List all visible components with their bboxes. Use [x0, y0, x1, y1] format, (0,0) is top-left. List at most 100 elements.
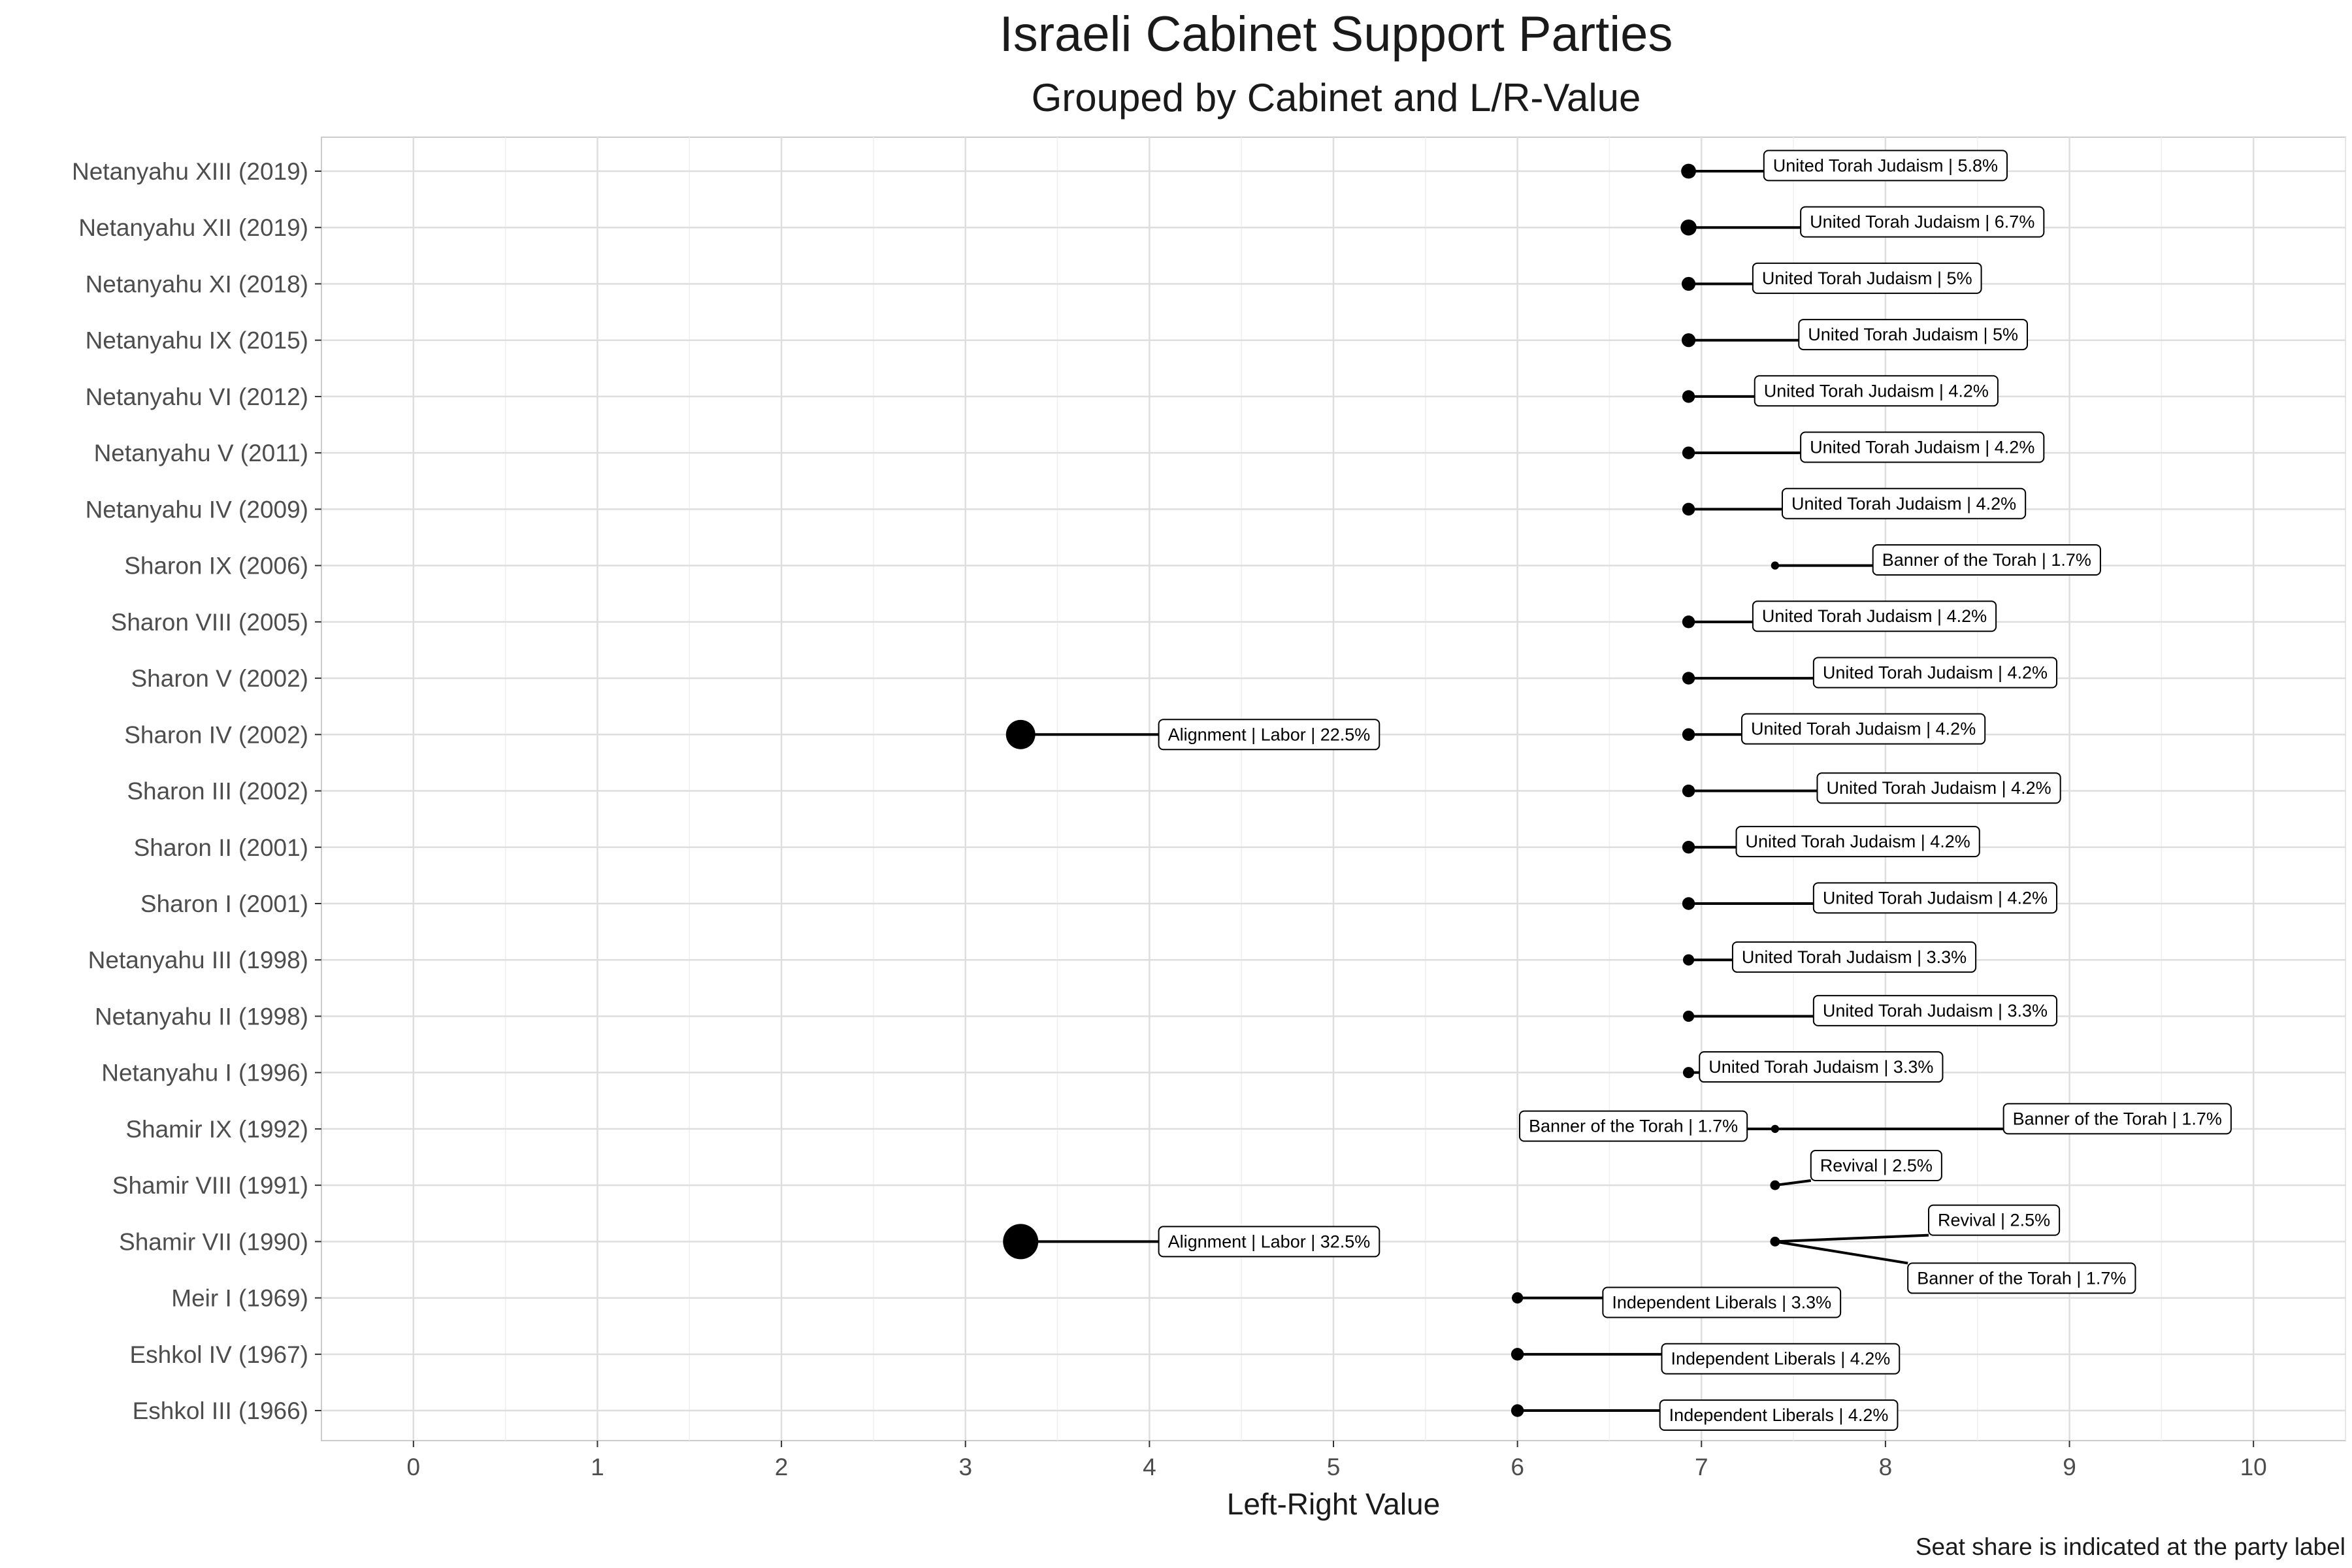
x-tick-label: 8: [1879, 1454, 1893, 1480]
x-tick-label: 0: [407, 1454, 421, 1480]
y-tick-label: Netanyahu V (2011): [94, 440, 308, 466]
point-label-text: United Torah Judaism | 5.8%: [1773, 155, 1998, 175]
label-leader-line: [1774, 1179, 1812, 1187]
data-point: [1682, 502, 1695, 516]
point-label-box: [1810, 1149, 1942, 1181]
point-label-box: [1752, 262, 1982, 294]
label-leaders: [1021, 170, 2004, 1413]
data-point: [1511, 1348, 1524, 1361]
x-tick-label: 3: [958, 1454, 972, 1480]
chart-title: Israeli Cabinet Support Parties: [1000, 7, 1673, 62]
point-label-text: United Torah Judaism | 4.2%: [1810, 438, 2034, 457]
point-label-text: United Torah Judaism | 3.3%: [1742, 947, 1967, 967]
chart-subtitle: Grouped by Cabinet and L/R-Value: [1032, 76, 1641, 120]
x-tick-label: 6: [1511, 1454, 1524, 1480]
point-label-box: [1735, 826, 1980, 858]
point-label-box: [1659, 1399, 1899, 1431]
data-point: [1682, 1010, 1695, 1022]
y-tick-label: Sharon V (2002): [131, 665, 308, 692]
point-label-text: United Torah Judaism | 3.3%: [1708, 1057, 1933, 1077]
data-point: [1681, 333, 1696, 348]
point-label-text: Alignment | Labor | 32.5%: [1168, 1232, 1371, 1251]
point-label-text: Banner of the Torah | 1.7%: [1917, 1268, 2126, 1288]
point-label-text: Banner of the Torah | 1.7%: [1882, 550, 2091, 570]
y-tick-label: Shamir VIII (1991): [112, 1172, 308, 1199]
point-label-text: Independent Liberals | 4.2%: [1671, 1349, 1890, 1369]
y-tick-label: Sharon VIII (2005): [111, 609, 308, 636]
y-tick-label: Netanyahu II (1998): [95, 1003, 308, 1030]
point-label-text: Independent Liberals | 3.3%: [1612, 1292, 1831, 1312]
data-point: [1682, 672, 1695, 685]
point-label-box: [1661, 1343, 1901, 1375]
point-label-text: Banner of the Torah | 1.7%: [1529, 1117, 1738, 1136]
y-tick-label: Netanyahu VI (2012): [86, 384, 308, 410]
data-point: [1511, 1404, 1524, 1417]
x-tick-label: 9: [2063, 1454, 2076, 1480]
label-leader-line: [1774, 1240, 1908, 1265]
x-tick-label: 7: [1695, 1454, 1708, 1480]
point-label-text: United Torah Judaism | 6.7%: [1810, 212, 2034, 232]
y-tick-label: Meir I (1969): [171, 1285, 308, 1312]
y-tick-label: Netanyahu IX (2015): [86, 327, 308, 354]
data-point: [1680, 219, 1697, 236]
x-tick-label: 1: [591, 1454, 604, 1480]
y-axis: Netanyahu XIII (2019) Netanyahu XII (2019…: [72, 158, 321, 1424]
point-label-box: [1907, 1262, 2136, 1294]
data-point: [1682, 1067, 1695, 1079]
data-point: [1770, 1180, 1780, 1190]
point-label-box: [1800, 431, 2045, 463]
point-label-box: [1816, 772, 2061, 804]
point-label-box: [1158, 719, 1380, 751]
y-tick-label: Netanyahu XII (2019): [78, 214, 308, 241]
x-tick-label: 10: [2240, 1454, 2267, 1480]
point-label-box: [1781, 487, 2027, 519]
point-label-box: [1928, 1204, 2061, 1236]
y-tick-label: Sharon II (2001): [134, 834, 308, 861]
point-label-box: [1763, 150, 2008, 182]
label-leader-line: [1774, 1233, 1929, 1243]
point-label-text: Revival | 2.5%: [1820, 1156, 1933, 1175]
point-label-box: [1602, 1286, 1842, 1318]
y-tick-label: Eshkol III (1966): [133, 1397, 308, 1424]
data-point: [1771, 561, 1780, 570]
chart-caption: Seat share is indicated at the party lab…: [1916, 1533, 2345, 1560]
data-point: [1682, 784, 1695, 798]
point-label-text: United Torah Judaism | 5%: [1808, 325, 2018, 344]
data-point: [1682, 728, 1695, 742]
y-tick-label: Shamir VII (1990): [119, 1228, 308, 1255]
point-label-box: [1800, 206, 2045, 238]
x-tick-label: 2: [775, 1454, 789, 1480]
point-label-text: United Torah Judaism | 3.3%: [1823, 1001, 2048, 1021]
y-tick-label: Sharon IX (2006): [124, 553, 308, 580]
point-label-text: Banner of the Torah | 1.7%: [2013, 1109, 2222, 1128]
point-label-box: [1752, 600, 1997, 632]
point-label-text: Revival | 2.5%: [1938, 1211, 2050, 1230]
point-label-box: [1754, 375, 1999, 407]
x-axis-label: Left-Right Value: [1227, 1487, 1440, 1521]
data-point: [1771, 1237, 1780, 1246]
data-point: [1682, 954, 1695, 966]
point-label-text: United Torah Judaism | 4.2%: [1762, 606, 1987, 626]
data-point: [1682, 841, 1695, 854]
point-label-text: United Torah Judaism | 4.2%: [1791, 494, 2016, 514]
point-label-text: United Torah Judaism | 4.2%: [1823, 662, 2048, 682]
data-point: [1682, 615, 1695, 629]
data-point: [1681, 276, 1696, 291]
y-tick-label: Shamir IX (1992): [125, 1116, 308, 1143]
point-label-text: United Torah Judaism | 4.2%: [1823, 888, 2048, 907]
point-label-box: [1699, 1051, 1944, 1083]
data-point: [1682, 897, 1695, 910]
x-tick-label: 4: [1143, 1454, 1156, 1480]
point-label-box: [1798, 319, 2028, 351]
y-tick-label: Netanyahu III (1998): [88, 947, 308, 973]
point-label-text: United Torah Judaism | 4.2%: [1764, 381, 1989, 400]
data-point: [1003, 1224, 1039, 1260]
point-label-box: [1812, 657, 2058, 689]
y-tick-label: Netanyahu I (1996): [101, 1060, 308, 1086]
point-label-text: United Torah Judaism | 4.2%: [1746, 832, 1970, 851]
y-tick-label: Netanyahu IV (2009): [86, 496, 308, 523]
y-tick-label: Netanyahu XIII (2019): [72, 158, 308, 185]
data-point: [1005, 719, 1036, 749]
y-tick-label: Sharon I (2001): [140, 890, 308, 917]
